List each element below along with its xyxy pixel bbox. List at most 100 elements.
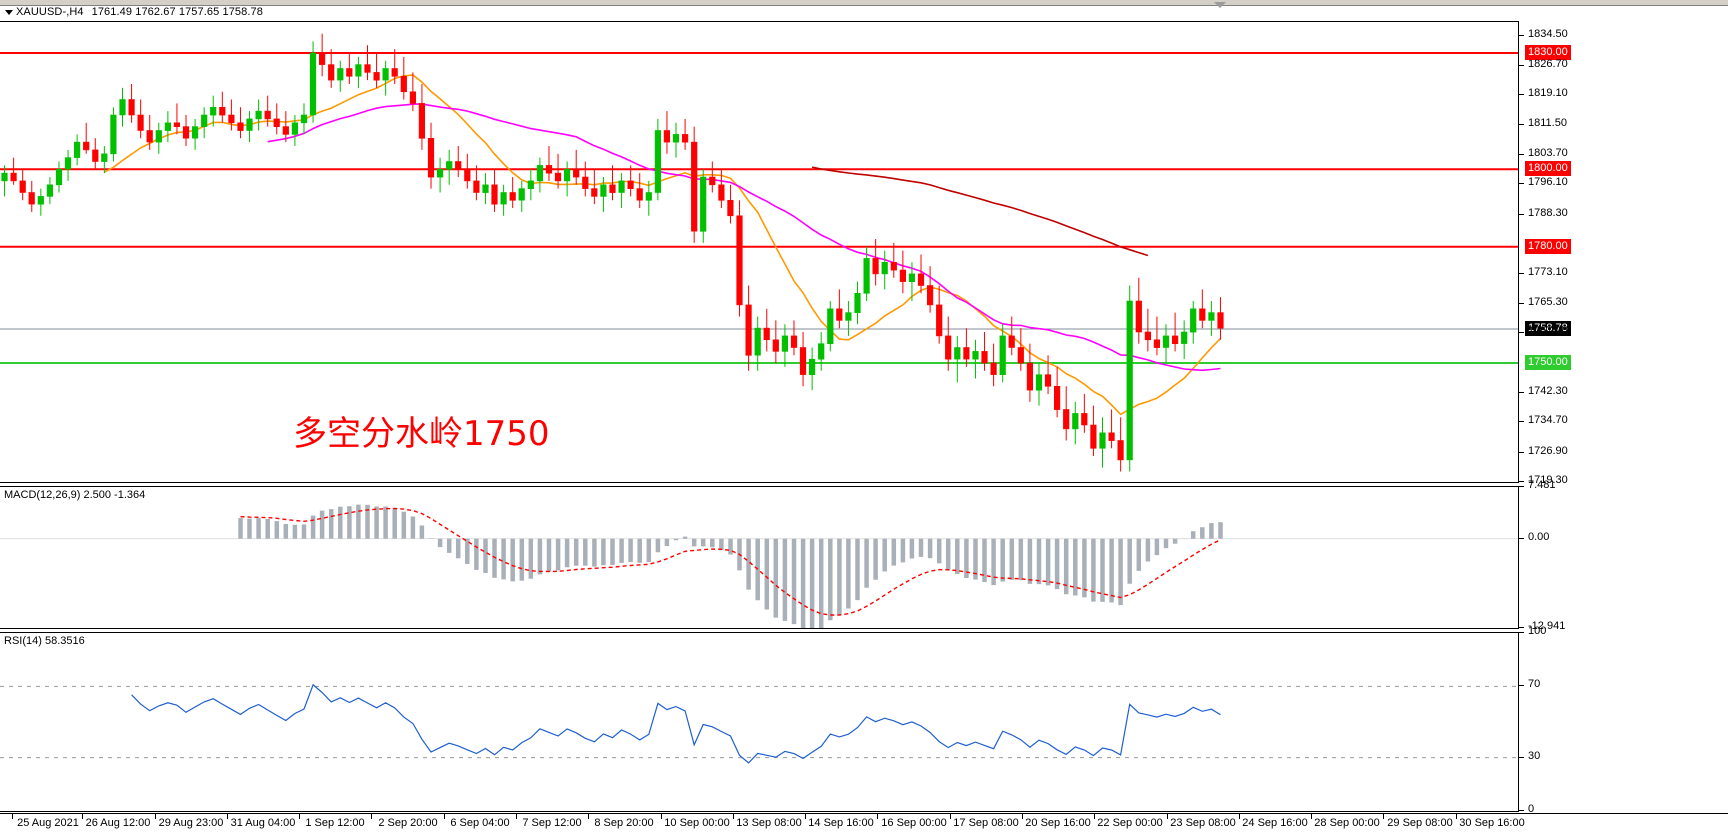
tick-label: 1811.50 — [1528, 116, 1567, 129]
candle — [1072, 401, 1079, 445]
time-axis-label: 10 Sep 00:00 — [664, 817, 730, 829]
candle — [436, 157, 444, 193]
price-pane[interactable]: 多空分水岭1750 — [0, 21, 1518, 483]
candle — [972, 339, 979, 379]
tick-dash — [1519, 537, 1524, 539]
candle — [654, 118, 661, 201]
price-plot-area — [0, 22, 1518, 482]
candle — [554, 153, 562, 189]
candle — [46, 177, 53, 205]
candle — [92, 138, 99, 170]
tick-dash — [1519, 756, 1524, 758]
candle — [1081, 394, 1088, 433]
candle — [309, 41, 317, 123]
time-axis[interactable]: 25 Aug 2021 26 Aug 12:00 29 Aug 23:00 31 Au… — [0, 813, 1728, 838]
macd-pane[interactable]: MACD(12,26,9) 2.500 -1.364 — [0, 486, 1518, 629]
time-axis-label: 17 Sep 08:00 — [953, 817, 1019, 829]
time-axis-label: 2 Sep 20:00 — [378, 817, 438, 829]
candle — [500, 184, 507, 216]
candle — [936, 285, 943, 344]
candle — [318, 33, 326, 77]
candle — [1054, 366, 1061, 418]
tick-label: 1788.30 — [1528, 206, 1568, 219]
chevron-down-icon[interactable] — [1214, 2, 1226, 8]
candle — [772, 320, 779, 364]
tick-dash — [1519, 632, 1524, 633]
candle — [545, 146, 553, 181]
candle — [1035, 363, 1043, 406]
time-axis-label: 25 Aug 2021 — [17, 817, 79, 829]
candle — [899, 250, 906, 294]
candle — [709, 161, 716, 193]
candle — [1162, 324, 1170, 364]
candle — [1181, 320, 1188, 360]
candle — [718, 169, 725, 209]
rsi-axis-scale[interactable]: 100 70 30 0 — [1518, 625, 1728, 815]
candle — [582, 161, 589, 197]
price-badge: 1800.00 — [1525, 161, 1571, 177]
price-axis-scale[interactable]: 1834.50 1830.00 1826.70 1819.10 1811.50 1803.… — [1518, 21, 1728, 486]
time-axis-tick — [661, 814, 662, 819]
time-axis-label: 29 Aug 23:00 — [158, 817, 224, 829]
candle — [745, 285, 752, 371]
candle — [863, 246, 870, 302]
macd-plot-area — [0, 487, 1518, 628]
tick-label: 100 — [1528, 625, 1547, 637]
candle — [981, 332, 988, 371]
candle — [427, 122, 435, 189]
candle — [164, 111, 172, 143]
candle — [400, 56, 407, 100]
tick-label: 1819.10 — [1528, 87, 1568, 100]
tick-label: 1742.30 — [1528, 384, 1568, 397]
time-axis-tick — [516, 814, 517, 819]
time-axis-tick — [1094, 814, 1095, 819]
candle — [391, 49, 398, 85]
candle — [237, 107, 244, 139]
candle — [1126, 285, 1133, 472]
candle — [999, 324, 1006, 383]
time-axis-label: 31 Aug 04:00 — [230, 817, 296, 829]
rsi-pane[interactable]: RSI(14) 58.3516 — [0, 632, 1518, 812]
candle — [37, 188, 44, 216]
candle — [663, 111, 670, 154]
tick-dash — [1519, 421, 1524, 423]
candle — [636, 173, 643, 209]
macd-axis-scale[interactable]: 7.481 0.00 -12.941 — [1518, 479, 1728, 632]
time-axis-tick — [1383, 814, 1384, 819]
candle — [836, 289, 843, 329]
time-axis-tick — [950, 814, 951, 819]
candle — [128, 84, 135, 123]
time-axis-label: 16 Sep 00:00 — [881, 817, 947, 829]
time-axis-label: 30 Sep 16:00 — [1459, 817, 1525, 829]
candle — [192, 118, 199, 150]
tick-dash — [1519, 153, 1524, 155]
time-axis-label: 6 Sep 04:00 — [450, 817, 510, 829]
symbol-ohlc: 1761.49 1762.67 1757.65 1758.78 — [91, 6, 263, 18]
time-axis-label: 13 Sep 08:00 — [736, 817, 802, 829]
candle — [672, 122, 680, 158]
time-axis-label: 26 Aug 12:00 — [85, 817, 151, 829]
price-badge: 1830.00 — [1525, 45, 1571, 60]
candle — [736, 200, 743, 317]
candle — [1090, 405, 1097, 457]
candle — [1044, 355, 1052, 395]
tick-dash — [1519, 302, 1524, 304]
tick-dash — [1519, 810, 1524, 811]
time-axis-tick — [371, 814, 372, 819]
candle — [1135, 277, 1142, 344]
candle — [1, 165, 8, 197]
candle — [645, 180, 652, 216]
candle — [74, 134, 81, 166]
candle — [1144, 308, 1151, 352]
candle — [754, 316, 761, 371]
candle — [10, 157, 17, 185]
candle — [509, 177, 516, 209]
tick-label: 1765.30 — [1528, 295, 1568, 308]
collapse-arrow-icon[interactable] — [5, 10, 13, 15]
candle — [1217, 297, 1224, 340]
candle — [83, 122, 90, 154]
tick-dash — [1519, 213, 1524, 215]
candle — [763, 308, 770, 352]
tick-dash — [1519, 123, 1524, 125]
candlestick-svg — [0, 33, 1518, 472]
